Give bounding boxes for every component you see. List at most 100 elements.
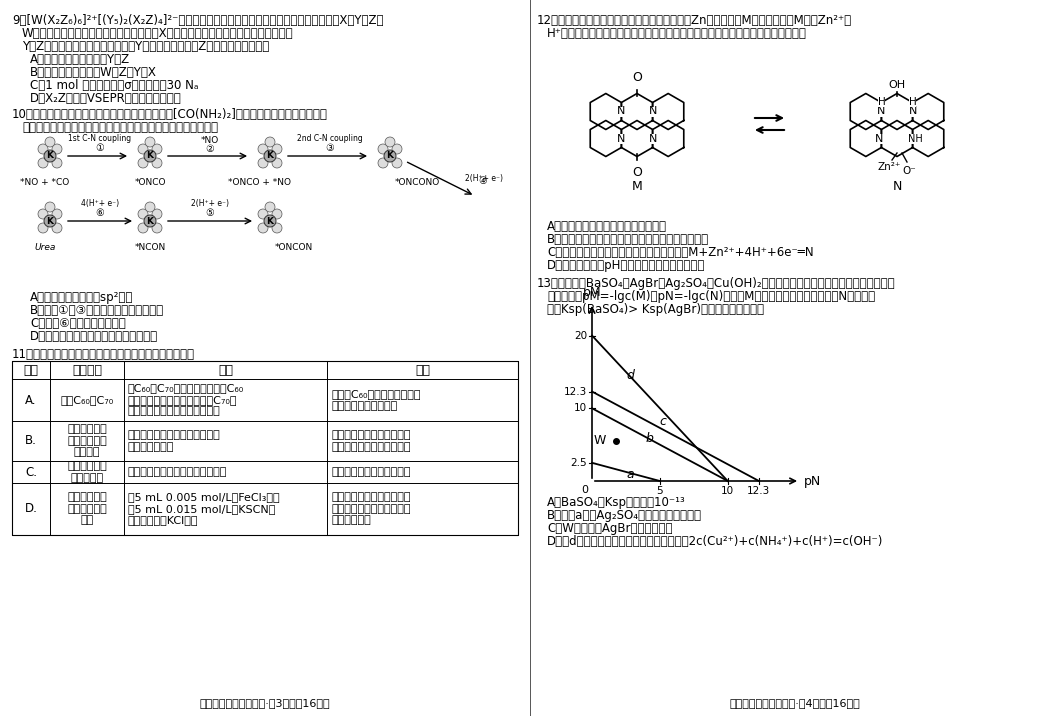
Text: 10: 10	[721, 486, 734, 496]
Text: ⑤: ⑤	[205, 208, 214, 218]
Text: 影响: 影响	[80, 516, 93, 526]
Text: A．锌电极的电极电势高于另一个电极: A．锌电极的电极电势高于另一个电极	[548, 220, 667, 233]
Text: 液混合，再加KCl固体: 液混合，再加KCl固体	[128, 516, 198, 526]
Text: N: N	[648, 107, 657, 117]
Text: 否混有乙醛: 否混有乙醛	[71, 473, 104, 483]
Circle shape	[152, 209, 162, 219]
Circle shape	[138, 158, 148, 168]
Circle shape	[272, 144, 282, 154]
Bar	[530, 0, 1059, 716]
Text: D.: D.	[24, 503, 37, 516]
Text: D．X₂Z分子的VSEPR模型名称为四面体: D．X₂Z分子的VSEPR模型名称为四面体	[30, 92, 182, 105]
Text: d: d	[626, 369, 634, 382]
Circle shape	[385, 137, 395, 147]
Text: *NCON: *NCON	[134, 243, 165, 252]
Text: 2(H⁺+ e⁻): 2(H⁺+ e⁻)	[465, 174, 503, 183]
Text: 将5 mL 0.005 mol/L的FeCl₃溶液: 将5 mL 0.005 mol/L的FeCl₃溶液	[128, 493, 280, 503]
Text: 20: 20	[574, 331, 587, 341]
Text: *NO + *CO: *NO + *CO	[20, 178, 70, 187]
Circle shape	[52, 209, 62, 219]
Text: *ONCONO: *ONCONO	[395, 178, 441, 187]
Text: 子，Ksp(BaSO₄)> Ksp(AgBr)。下列说法正确的是: 子，Ksp(BaSO₄)> Ksp(AgBr)。下列说法正确的是	[548, 303, 764, 316]
Text: Urea: Urea	[34, 243, 56, 252]
Text: H: H	[909, 97, 916, 107]
Text: 检验乙醇中是: 检验乙醇中是	[67, 461, 107, 471]
Text: 12.3: 12.3	[563, 387, 587, 397]
Circle shape	[138, 144, 148, 154]
Circle shape	[258, 209, 268, 219]
Bar	[12, 361, 518, 535]
Text: K: K	[146, 152, 154, 160]
Text: 2.5: 2.5	[571, 458, 587, 468]
Circle shape	[44, 202, 55, 212]
Text: N: N	[617, 133, 626, 143]
Text: C．W点可以是AgBr的不饱和溶液: C．W点可以是AgBr的不饱和溶液	[548, 522, 672, 535]
Circle shape	[44, 150, 56, 162]
Circle shape	[44, 137, 55, 147]
Text: H⁺结合。在充、放电过程中，有机材料结构的转化如下图所示。下列说法正确的是: H⁺结合。在充、放电过程中，有机材料结构的转化如下图所示。下列说法正确的是	[548, 27, 807, 40]
Text: 0: 0	[581, 485, 588, 495]
Text: K: K	[146, 216, 154, 226]
Circle shape	[144, 215, 156, 227]
Text: C．步骤⑥发生的是氧化反应: C．步骤⑥发生的是氧化反应	[30, 317, 126, 330]
Text: pN: pN	[804, 475, 821, 488]
Text: ④: ④	[478, 176, 487, 186]
Circle shape	[265, 137, 275, 147]
Circle shape	[272, 223, 282, 233]
Text: B．当氢离子向有机材料电极移动时，电池正在充电: B．当氢离子向有机材料电极移动时，电池正在充电	[548, 233, 710, 246]
Text: W: W	[594, 435, 607, 448]
Text: K: K	[267, 216, 273, 226]
Text: N: N	[909, 107, 917, 117]
Text: A．BaSO₄的Ksp数量级为10⁻¹³: A．BaSO₄的Ksp数量级为10⁻¹³	[548, 496, 686, 509]
Circle shape	[145, 202, 155, 212]
Text: 增大生成物浓度，平衡向逆: 增大生成物浓度，平衡向逆	[331, 504, 411, 514]
Text: ①: ①	[95, 143, 105, 153]
Text: 2(H⁺+ e⁻): 2(H⁺+ e⁻)	[191, 199, 229, 208]
Text: 取待测液，加入酸性高锰酸钾溶液: 取待测液，加入酸性高锰酸钾溶液	[128, 467, 228, 477]
Circle shape	[378, 158, 388, 168]
Text: O: O	[632, 71, 642, 84]
Text: D．向d的悬浊液通入过量氨气，溶液中存在2c(Cu²⁺)+c(NH₄⁺)+c(H⁺)=c(OH⁻): D．向d的悬浊液通入过量氨气，溶液中存在2c(Cu²⁺)+c(NH₄⁺)+c(H…	[548, 535, 883, 548]
Text: C．放电时，正极的电极反应式可简化表示为M+Zn²⁺+4H⁺+6e⁻═N: C．放电时，正极的电极反应式可简化表示为M+Zn²⁺+4H⁺+6e⁻═N	[548, 246, 813, 259]
Circle shape	[258, 158, 268, 168]
Text: 10．我国科技工作者用钾离子促进电催化合成尿素[CO(NH₂)₂]可能的反应机理如下图。与其: 10．我国科技工作者用钾离子促进电催化合成尿素[CO(NH₂)₂]可能的反应机理…	[12, 108, 328, 121]
Text: 他步骤相比，碳氮键的形成过程活化能更高。下列说法错误的是: 他步骤相比，碳氮键的形成过程活化能更高。下列说法错误的是	[22, 121, 218, 134]
Text: 过滤，滤液中加入氯仿溶解杯酚: 过滤，滤液中加入氯仿溶解杯酚	[128, 407, 220, 417]
Text: 分离C₆₀与C₇₀: 分离C₆₀与C₇₀	[60, 395, 113, 405]
Text: A.: A.	[25, 394, 37, 407]
Circle shape	[38, 223, 48, 233]
Text: B．曲线a表示Ag₂SO₄的沉淀溶解平衡曲线: B．曲线a表示Ag₂SO₄的沉淀溶解平衡曲线	[548, 509, 702, 522]
Text: 10: 10	[574, 403, 587, 413]
Text: 2nd C-N coupling: 2nd C-N coupling	[298, 134, 363, 143]
Circle shape	[145, 137, 155, 147]
Text: ③: ③	[325, 143, 335, 153]
Text: b: b	[645, 432, 653, 445]
Text: 9．[W(X₂Z₆)₆]²⁺[(Y₅)₂(X₂Z)₄]²⁻是合成某种全氟阴离子配合物所需的中间体。其中，X、Y、Z、: 9．[W(X₂Z₆)₆]²⁺[(Y₅)₂(X₂Z)₄]²⁻是合成某种全氟阴离子配…	[12, 14, 383, 27]
Text: K: K	[387, 152, 394, 160]
Text: *ONCON: *ONCON	[275, 243, 313, 252]
Circle shape	[38, 158, 48, 168]
Text: OH: OH	[889, 80, 905, 90]
Text: Y与Z是同周期相邻非金属元素，且Y的第一电离能大于Z。下列说法正确的是: Y与Z是同周期相邻非金属元素，且Y的第一电离能大于Z。下列说法正确的是	[22, 40, 269, 53]
Text: c: c	[659, 415, 666, 428]
Text: N: N	[893, 180, 901, 193]
Circle shape	[258, 223, 268, 233]
Circle shape	[52, 144, 62, 154]
Circle shape	[265, 202, 275, 212]
Text: B．步骤①和③的反应速率较其他步骤慢: B．步骤①和③的反应速率较其他步骤慢	[30, 304, 164, 317]
Circle shape	[52, 158, 62, 168]
Text: C．1 mol 该中间体中含σ键的数目为30 Nₐ: C．1 mol 该中间体中含σ键的数目为30 Nₐ	[30, 79, 198, 92]
Text: A．尿素中碳原子采取sp²杂化: A．尿素中碳原子采取sp²杂化	[30, 291, 133, 304]
Text: 理科综合能力测试试卷·第4页（共16页）: 理科综合能力测试试卷·第4页（共16页）	[730, 698, 860, 708]
Text: A．简单氧化物的沸点：Y＞Z: A．简单氧化物的沸点：Y＞Z	[30, 53, 130, 66]
Circle shape	[44, 215, 56, 227]
Text: ②: ②	[205, 144, 214, 154]
Text: 示。已知：pM=-lgc(M)，pN=-lgc(N)，其中M代表上述沉淀中的阳离子，N代表阴离: 示。已知：pM=-lgc(M)，pN=-lgc(N)，其中M代表上述沉淀中的阳离…	[548, 290, 875, 303]
Text: B．简单离子的半径：W＞Z＞Y＞X: B．简单离子的半径：W＞Z＞Y＞X	[30, 66, 157, 79]
Text: 亚硫酸钠与盐酸反应生成的: 亚硫酸钠与盐酸反应生成的	[331, 430, 411, 440]
Circle shape	[272, 158, 282, 168]
Circle shape	[152, 223, 162, 233]
Text: 11．为达到下列实验目的，对应的操作及原理均正确的是: 11．为达到下列实验目的，对应的操作及原理均正确的是	[12, 348, 195, 361]
Circle shape	[138, 209, 148, 219]
Circle shape	[272, 209, 282, 219]
